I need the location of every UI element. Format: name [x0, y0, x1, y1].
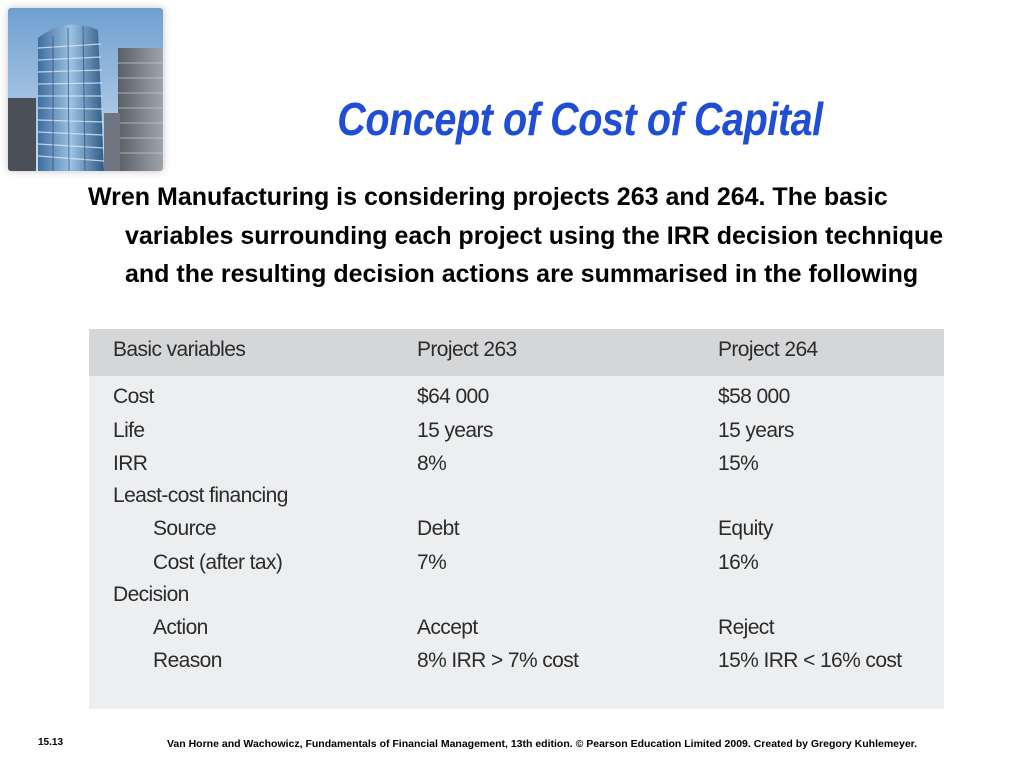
row-label: Reason	[153, 649, 222, 672]
row-value-263: $64 000	[417, 385, 489, 408]
row-label: Life	[113, 419, 145, 442]
row-value-264: Equity	[718, 517, 773, 540]
row-label: Least-cost financing	[113, 484, 288, 507]
project-table: Basic variables Project 263 Project 264 …	[89, 329, 944, 709]
row-value-264: 15 years	[718, 419, 794, 442]
row-value-264: $58 000	[718, 385, 790, 408]
row-value-264: Reject	[718, 616, 775, 639]
header-project-263: Project 263	[417, 338, 517, 361]
skyscraper-photo	[8, 8, 163, 171]
row-label: IRR	[113, 452, 148, 475]
table-header: Basic variables Project 263 Project 264	[89, 329, 944, 376]
row-value-264: 15%	[718, 452, 759, 475]
row-value-263: Debt	[417, 517, 460, 540]
row-value-263: 8%	[417, 452, 447, 475]
row-label: Cost	[113, 385, 154, 408]
header-basic-variables: Basic variables	[113, 338, 246, 361]
footer-credit: Van Horne and Wachowicz, Fundamentals of…	[167, 738, 918, 750]
row-value-263: Accept	[417, 616, 478, 639]
header-project-264: Project 264	[718, 338, 818, 361]
row-value-263: 15 years	[417, 419, 493, 442]
row-label: Action	[153, 616, 208, 639]
intro-paragraph: Wren Manufacturing is considering projec…	[88, 183, 944, 288]
skyscraper-photo-image	[8, 8, 163, 171]
row-value-263: 8% IRR > 7% cost	[417, 649, 579, 672]
row-value-264: 15% IRR < 16% cost	[718, 649, 902, 672]
row-label: Decision	[113, 583, 189, 606]
row-label: Cost (after tax)	[153, 551, 283, 574]
row-value-264: 16%	[718, 551, 759, 574]
slide-number: 15.13	[38, 737, 64, 748]
row-label: Source	[153, 517, 217, 540]
row-value-263: 7%	[417, 551, 447, 574]
slide-title: Concept of Cost of Capital	[337, 93, 823, 145]
